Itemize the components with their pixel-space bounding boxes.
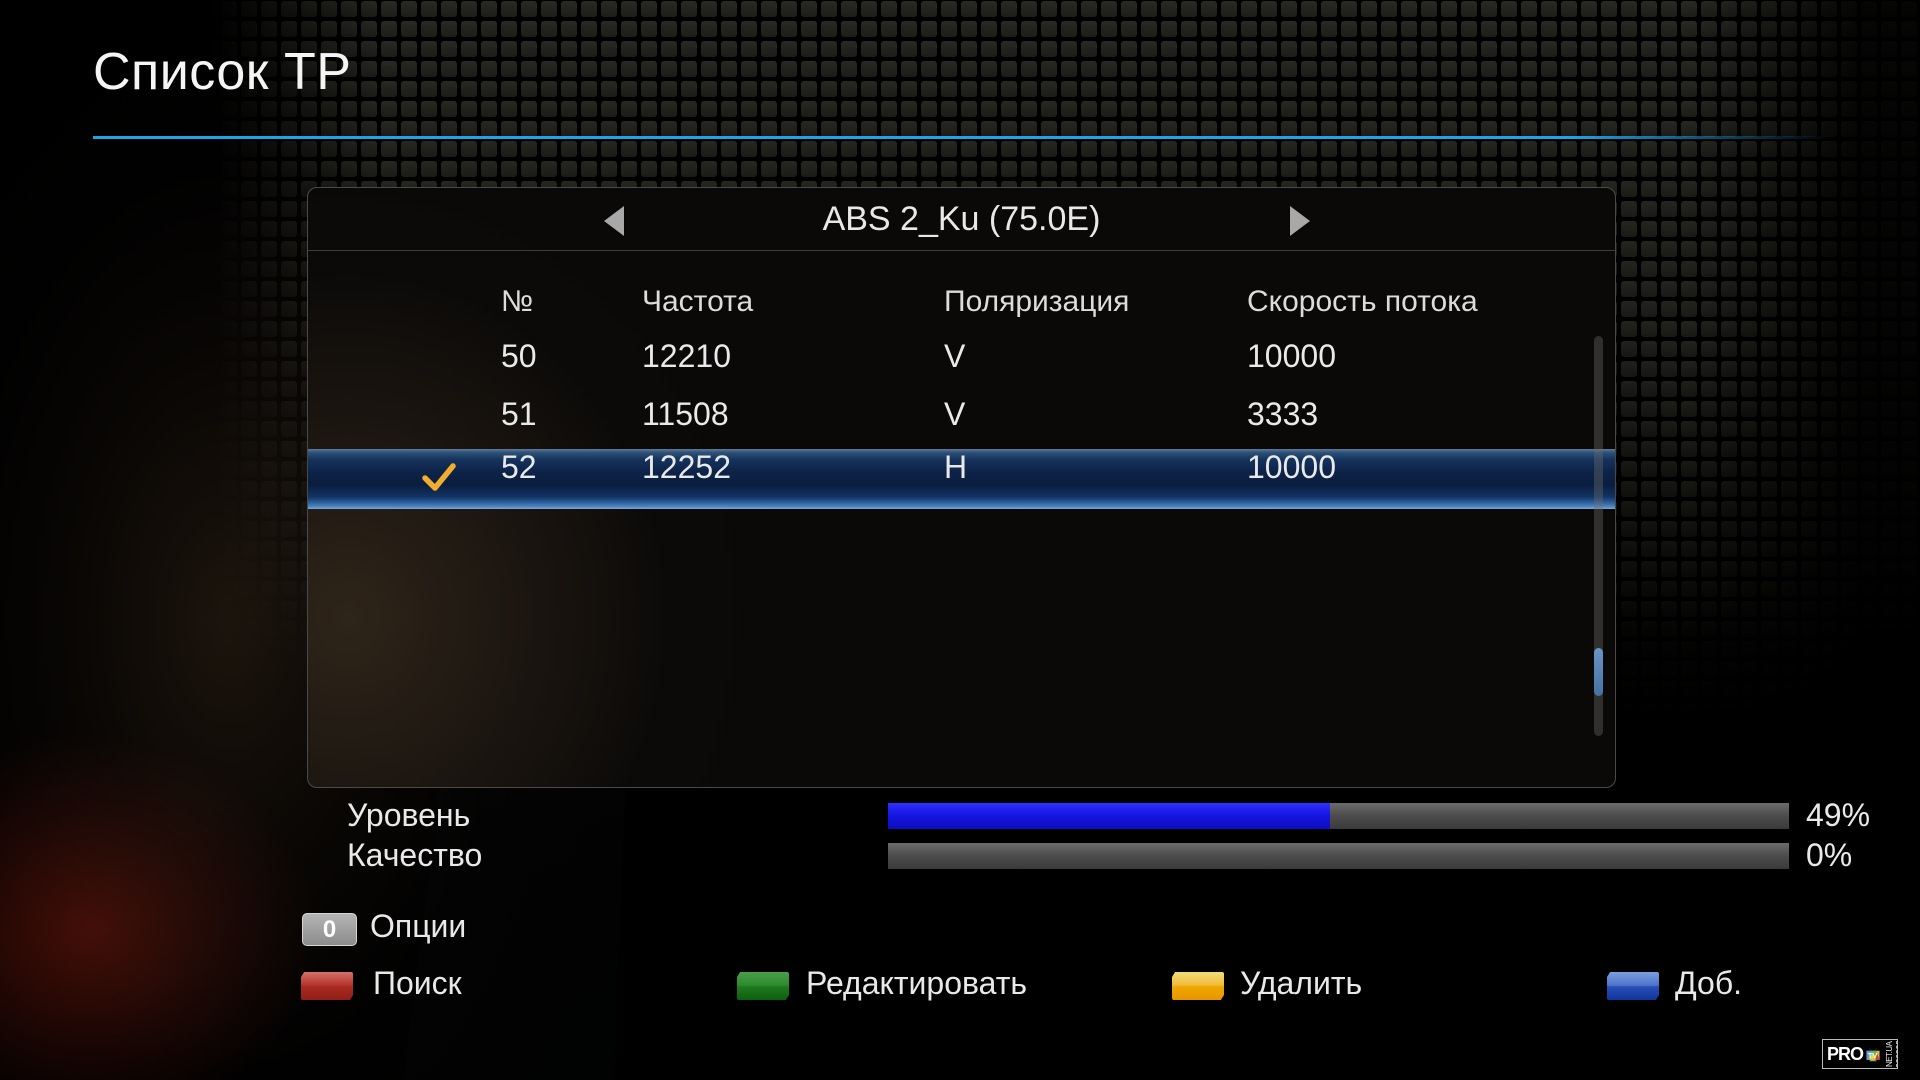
svg-text:TV: TV (1868, 1051, 1878, 1060)
